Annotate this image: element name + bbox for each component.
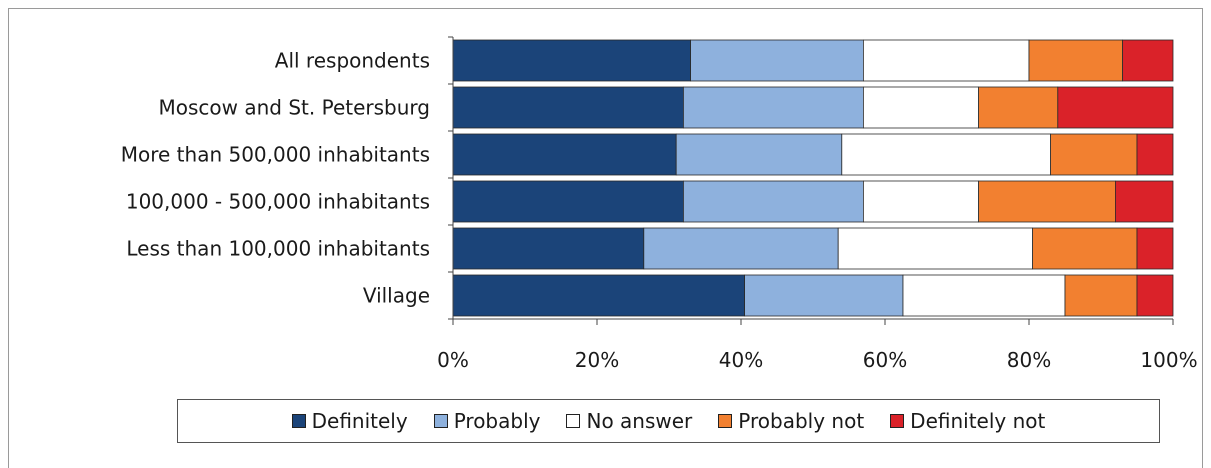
category-label: Village (363, 284, 430, 308)
x-tick-label: 20% (575, 348, 619, 372)
bar-segment (1136, 133, 1174, 176)
bar-segment (1028, 39, 1123, 82)
bar-segment (1057, 86, 1174, 129)
x-tick-label: 0% (437, 348, 469, 372)
bar-segment (452, 180, 684, 223)
legend-swatch (718, 414, 733, 428)
legend-swatch (566, 414, 581, 428)
bar-segment (683, 180, 864, 223)
bar-segment (452, 274, 746, 317)
bar-segment (1136, 227, 1174, 270)
legend-label: Probably not (738, 409, 865, 433)
bar-segment (683, 86, 864, 129)
x-tick-label: 60% (863, 348, 907, 372)
legend-label: No answer (586, 409, 693, 433)
bar-segment (902, 274, 1066, 317)
bar-segment (1032, 227, 1138, 270)
legend-label: Definitely (311, 409, 408, 433)
bar-segment (690, 39, 864, 82)
chart-frame (8, 8, 1203, 468)
bar-segment (1115, 180, 1174, 223)
category-label: More than 500,000 inhabitants (121, 143, 430, 167)
category-label: Less than 100,000 inhabitants (126, 237, 430, 261)
legend-item: Definitely not (890, 409, 1045, 433)
bar-segment (675, 133, 843, 176)
x-tick-label: 40% (719, 348, 763, 372)
bar-segment (1136, 274, 1174, 317)
bar-segment (452, 227, 645, 270)
bar-segment (1064, 274, 1138, 317)
bar-segment (863, 39, 1030, 82)
x-tick-label: 100% (1140, 348, 1197, 372)
bar-segment (978, 86, 1059, 129)
bar-segment (452, 133, 677, 176)
bar-segment (978, 180, 1116, 223)
bar-segment (643, 227, 839, 270)
legend-swatch (433, 414, 448, 428)
legend-label: Definitely not (910, 409, 1046, 433)
bar-segment (841, 133, 1051, 176)
bar-segment (837, 227, 1034, 270)
legend-item: Probably not (718, 409, 864, 433)
legend-item: Definitely (291, 409, 408, 433)
bar-segment (863, 180, 980, 223)
bar-segment (1050, 133, 1138, 176)
legend-swatch (890, 414, 905, 428)
category-label: Moscow and St. Petersburg (159, 96, 430, 120)
legend-label: Probably (453, 409, 541, 433)
bar-segment (452, 39, 692, 82)
legend-item: No answer (566, 409, 692, 433)
legend-swatch (291, 414, 306, 428)
category-label: 100,000 - 500,000 inhabitants (126, 190, 430, 214)
bar-segment (744, 274, 904, 317)
bar-segment (452, 86, 684, 129)
legend-item: Probably (433, 409, 541, 433)
x-tick-label: 80% (1007, 348, 1051, 372)
bar-segment (1122, 39, 1174, 82)
bar-segment (863, 86, 980, 129)
chart-legend: Definitely Probably No answer Probably not D… (177, 399, 1160, 443)
category-label: All respondents (275, 49, 430, 73)
